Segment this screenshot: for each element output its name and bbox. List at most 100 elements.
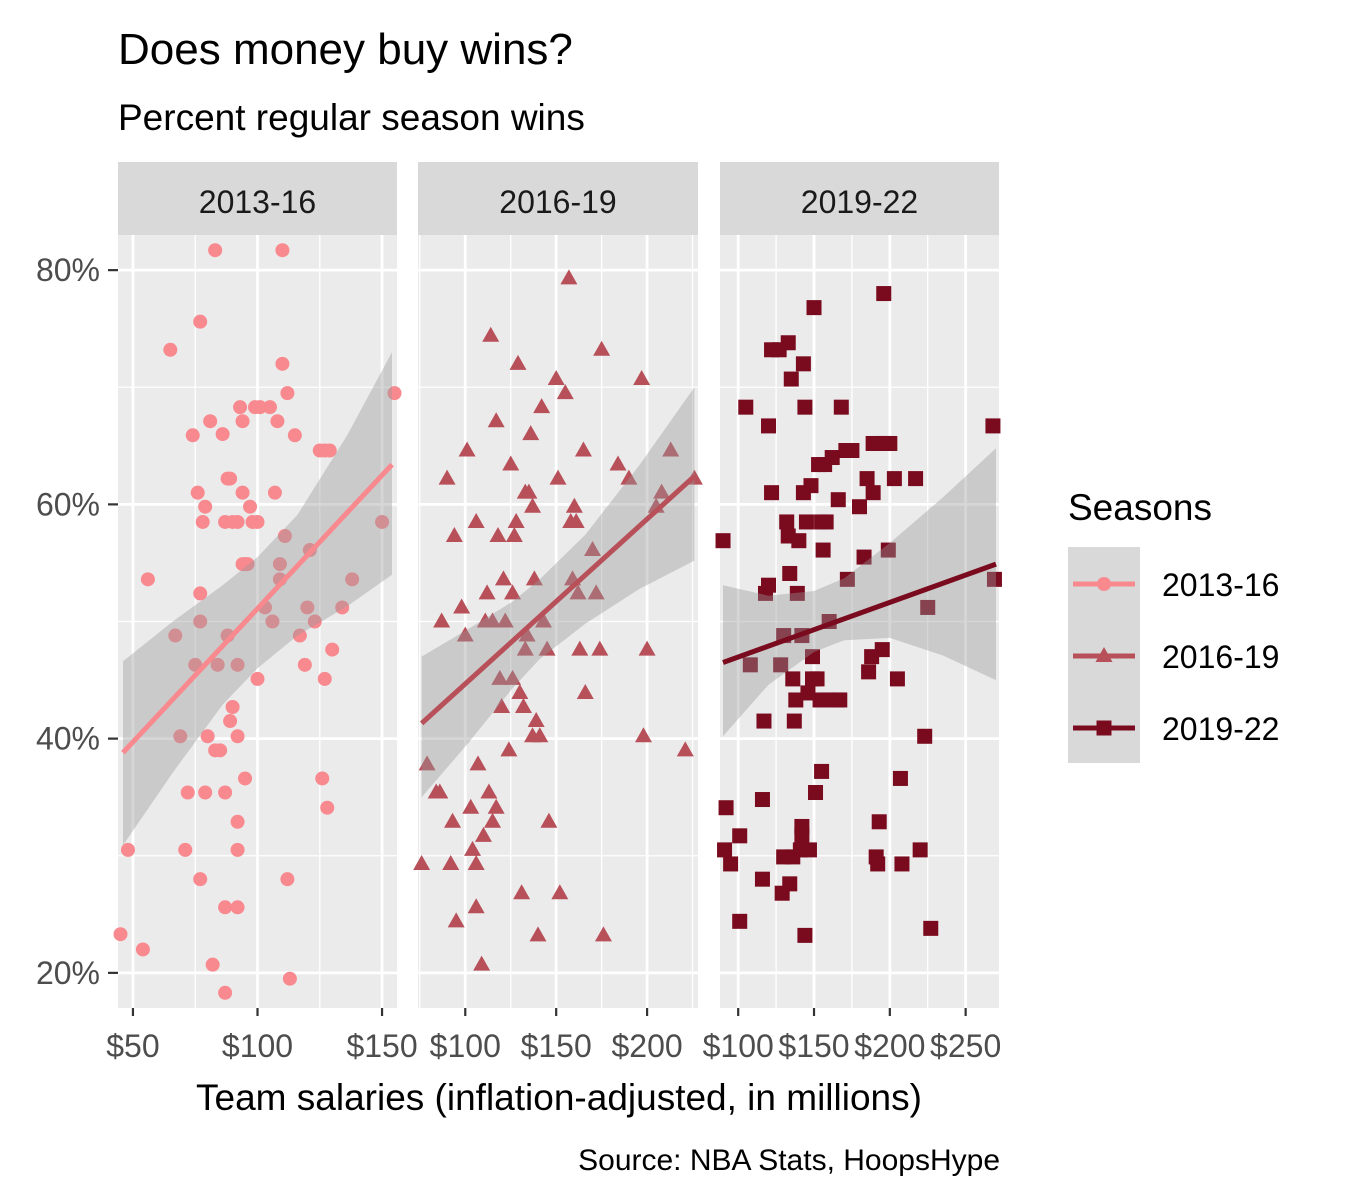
data-point bbox=[764, 485, 780, 501]
data-point bbox=[732, 913, 748, 929]
data-point bbox=[797, 399, 813, 415]
data-point bbox=[525, 570, 543, 586]
data-point bbox=[889, 671, 905, 687]
data-point bbox=[844, 443, 860, 459]
data-point bbox=[567, 512, 585, 528]
data-point bbox=[413, 854, 431, 870]
data-point bbox=[653, 483, 671, 499]
confidence-band bbox=[723, 448, 996, 737]
data-point bbox=[509, 354, 527, 370]
x-tick-label: $200 bbox=[611, 1028, 682, 1064]
data-point bbox=[230, 814, 245, 829]
data-point bbox=[593, 340, 611, 356]
data-point bbox=[272, 557, 287, 572]
data-point bbox=[180, 785, 195, 800]
facet-panel-2016-19: 2016-19 $100 $150 $200 bbox=[413, 162, 703, 1064]
data-point bbox=[912, 842, 928, 858]
data-point bbox=[818, 514, 834, 530]
data-point bbox=[458, 441, 476, 457]
data-point bbox=[788, 692, 804, 708]
data-point bbox=[262, 400, 277, 415]
data-point bbox=[442, 854, 460, 870]
data-point bbox=[587, 584, 605, 600]
data-point bbox=[715, 533, 731, 549]
data-point bbox=[516, 640, 534, 656]
data-point bbox=[547, 370, 565, 386]
data-point bbox=[445, 527, 463, 543]
data-point bbox=[487, 412, 505, 428]
data-point bbox=[282, 971, 297, 986]
data-point bbox=[856, 549, 872, 565]
data-point bbox=[732, 828, 748, 844]
data-point bbox=[418, 755, 436, 771]
data-point bbox=[163, 342, 178, 357]
data-point bbox=[797, 927, 813, 943]
data-point bbox=[882, 435, 898, 451]
data-point bbox=[300, 600, 315, 615]
data-point bbox=[467, 854, 485, 870]
data-point bbox=[243, 499, 258, 514]
data-point bbox=[467, 512, 485, 528]
legend: Seasons 2013-16 2016-19 2019-22 bbox=[1068, 487, 1279, 763]
data-point bbox=[193, 872, 208, 887]
facet-strip bbox=[118, 162, 397, 235]
data-point bbox=[235, 485, 250, 500]
legend-label: 2019-22 bbox=[1162, 711, 1279, 747]
legend-marker bbox=[1095, 647, 1113, 662]
legend-marker bbox=[1097, 577, 1111, 591]
data-point bbox=[230, 514, 245, 529]
data-point bbox=[277, 529, 292, 544]
data-point bbox=[315, 771, 330, 786]
data-point bbox=[985, 418, 1001, 434]
data-point bbox=[345, 572, 360, 587]
x-tick-label: $100 bbox=[703, 1028, 774, 1064]
data-point bbox=[876, 286, 892, 302]
y-tick-label: 80% bbox=[36, 252, 100, 288]
data-point bbox=[529, 926, 547, 942]
facet-strip-label: 2016-19 bbox=[499, 184, 616, 220]
data-point bbox=[218, 900, 233, 915]
data-point bbox=[761, 418, 777, 434]
x-tick-label: $250 bbox=[930, 1028, 1001, 1064]
data-point bbox=[833, 399, 849, 415]
data-point bbox=[756, 713, 772, 729]
data-point bbox=[556, 384, 574, 400]
data-point bbox=[511, 683, 529, 699]
data-point bbox=[534, 612, 552, 628]
data-point bbox=[859, 471, 875, 487]
data-point bbox=[718, 800, 734, 816]
confidence-band bbox=[421, 387, 695, 798]
data-point bbox=[908, 471, 924, 487]
data-point bbox=[438, 469, 456, 485]
data-point bbox=[824, 450, 840, 466]
data-point bbox=[467, 898, 485, 914]
data-point bbox=[280, 386, 295, 401]
data-point bbox=[507, 512, 525, 528]
data-point bbox=[662, 441, 680, 457]
data-point bbox=[322, 443, 337, 458]
data-point bbox=[798, 514, 814, 530]
data-point bbox=[223, 714, 238, 729]
data-point bbox=[574, 441, 592, 457]
y-tick-label: 60% bbox=[36, 486, 100, 522]
data-point bbox=[317, 671, 332, 686]
data-point bbox=[609, 455, 627, 471]
data-point bbox=[484, 812, 502, 828]
data-point bbox=[500, 741, 518, 757]
data-point bbox=[287, 428, 302, 443]
data-point bbox=[533, 398, 551, 414]
data-point bbox=[270, 414, 285, 429]
data-point bbox=[634, 727, 652, 743]
x-tick-label: $50 bbox=[106, 1028, 159, 1064]
facet-strip-label: 2019-22 bbox=[801, 184, 918, 220]
data-point bbox=[633, 370, 651, 386]
data-point bbox=[520, 483, 538, 499]
data-point bbox=[761, 577, 777, 593]
data-point bbox=[433, 612, 451, 628]
data-point bbox=[185, 428, 200, 443]
data-point bbox=[447, 912, 465, 928]
data-point bbox=[986, 571, 1002, 587]
chart-subtitle: Percent regular season wins bbox=[118, 97, 585, 138]
data-point bbox=[230, 900, 245, 915]
data-point bbox=[773, 657, 789, 673]
